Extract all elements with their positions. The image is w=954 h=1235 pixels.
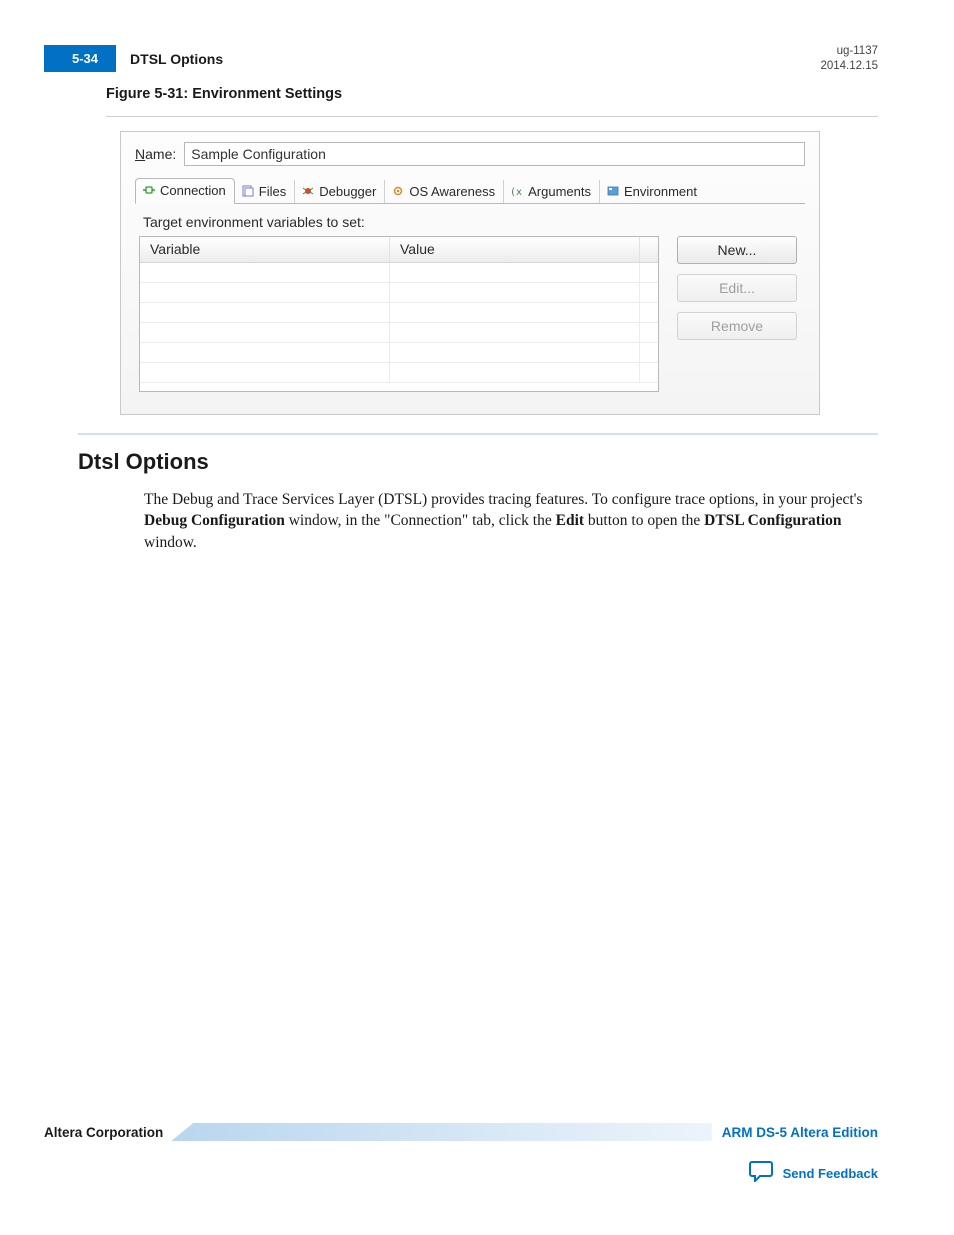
edit-button[interactable]: Edit... — [677, 274, 797, 302]
environment-icon — [606, 185, 620, 197]
remove-button[interactable]: Remove — [677, 312, 797, 340]
variable-icon: (x)= — [510, 185, 524, 197]
table-row — [140, 363, 658, 383]
variables-table[interactable]: Variable Value — [139, 236, 659, 392]
table-row — [140, 323, 658, 343]
text: DTSL Configuration — [704, 512, 841, 529]
text: window. — [144, 534, 197, 551]
svg-text:(x)=: (x)= — [510, 187, 524, 197]
header-meta: ug-1137 2014.12.15 — [820, 44, 878, 74]
tab-label: Environment — [624, 184, 697, 199]
gear-icon — [391, 185, 405, 197]
tab-files[interactable]: Files — [235, 180, 295, 203]
name-input[interactable] — [184, 142, 805, 166]
header-title: DTSL Options — [130, 51, 223, 67]
tab-label: Arguments — [528, 184, 591, 199]
send-feedback-link[interactable]: Send Feedback — [783, 1166, 878, 1181]
text: window, in the "Connection" tab, click t… — [285, 512, 556, 529]
divider — [106, 116, 878, 117]
tab-debugger[interactable]: Debugger — [295, 180, 385, 203]
new-button[interactable]: New... — [677, 236, 797, 264]
doc-id: ug-1137 — [820, 44, 878, 59]
page-header: 5-34 DTSL Options ug-1137 2014.12.15 — [44, 44, 878, 74]
page-footer: Altera Corporation ARM DS-5 Altera Editi… — [44, 1120, 878, 1187]
table-row — [140, 303, 658, 323]
tab-label: Debugger — [319, 184, 376, 199]
table-row — [140, 283, 658, 303]
table-row — [140, 343, 658, 363]
files-icon — [241, 185, 255, 197]
footer-company: Altera Corporation — [44, 1125, 163, 1140]
page-number-badge: 5-34 — [44, 45, 116, 72]
table-row — [140, 263, 658, 283]
tab-label: Files — [259, 184, 286, 199]
column-header-variable[interactable]: Variable — [140, 237, 390, 262]
body-paragraph: The Debug and Trace Services Layer (DTSL… — [144, 489, 878, 553]
footer-wedge — [171, 1123, 711, 1141]
environment-settings-panel: Name: Connection Files Debugger — [120, 131, 820, 415]
tab-os-awareness[interactable]: OS Awareness — [385, 180, 504, 203]
plug-icon — [142, 184, 156, 196]
footer-product[interactable]: ARM DS-5 Altera Edition — [722, 1125, 878, 1140]
tab-connection[interactable]: Connection — [135, 178, 235, 204]
text: Debug Configuration — [144, 512, 285, 529]
figure-caption: Figure 5-31: Environment Settings — [106, 86, 878, 102]
bug-icon — [301, 185, 315, 197]
column-header-value[interactable]: Value — [390, 237, 640, 262]
feedback-icon[interactable] — [749, 1160, 775, 1187]
text: Edit — [556, 512, 584, 529]
tab-label: OS Awareness — [409, 184, 495, 199]
section-title: Dtsl Options — [78, 449, 878, 475]
tab-description: Target environment variables to set: — [143, 214, 801, 230]
tab-label: Connection — [160, 183, 226, 198]
doc-date: 2014.12.15 — [820, 59, 878, 74]
tab-arguments[interactable]: (x)= Arguments — [504, 180, 600, 203]
tab-strip: Connection Files Debugger OS Awareness — [135, 174, 805, 204]
tab-environment[interactable]: Environment — [600, 180, 705, 203]
text: The Debug and Trace Services Layer (DTSL… — [144, 491, 863, 508]
text: button to open the — [584, 512, 704, 529]
name-label: Name: — [135, 146, 176, 162]
section-divider — [78, 433, 878, 435]
